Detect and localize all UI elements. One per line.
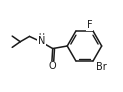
Text: N: N — [38, 36, 45, 46]
Text: Br: Br — [96, 62, 106, 72]
Text: H: H — [38, 33, 44, 42]
Text: F: F — [87, 20, 93, 30]
Text: O: O — [48, 61, 56, 71]
